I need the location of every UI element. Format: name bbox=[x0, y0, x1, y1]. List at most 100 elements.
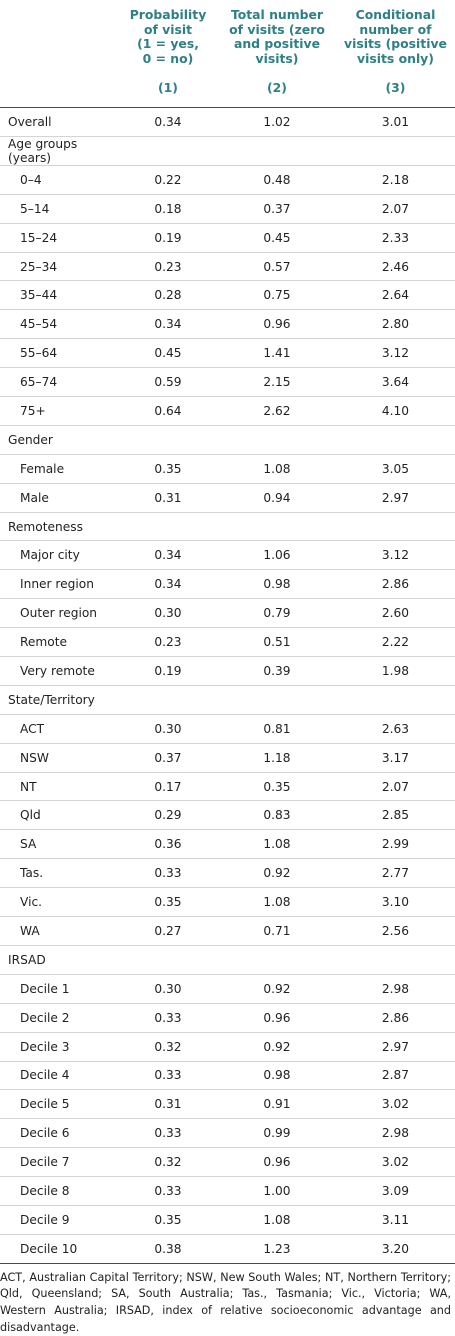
header-conditional-visits: Conditional number of visits (positive v… bbox=[344, 7, 447, 66]
row-value-col3 bbox=[336, 685, 455, 715]
row-value-col3: 2.07 bbox=[336, 772, 455, 802]
table-row: 65–74 0.59 2.15 3.64 bbox=[0, 367, 455, 398]
row-value-col3: 2.87 bbox=[336, 1061, 455, 1091]
table-row: IRSAD bbox=[0, 945, 455, 975]
table-row: Decile 9 0.35 1.08 3.11 bbox=[0, 1205, 455, 1235]
row-value-col1: 0.30 bbox=[118, 598, 218, 629]
row-label: State/Territory bbox=[0, 685, 118, 715]
row-value-col1: 0.30 bbox=[118, 714, 218, 744]
row-value-col2: 1.02 bbox=[218, 107, 336, 137]
row-value-col1 bbox=[118, 512, 218, 542]
row-value-col3: 2.63 bbox=[336, 714, 455, 744]
row-label: Decile 6 bbox=[0, 1118, 118, 1149]
row-value-col1: 0.38 bbox=[118, 1234, 218, 1264]
row-value-col3: 2.64 bbox=[336, 280, 455, 311]
row-value-col1: 0.34 bbox=[118, 540, 218, 571]
row-label: ACT bbox=[0, 714, 118, 744]
row-label: Outer region bbox=[0, 598, 118, 629]
data-table: Probability of visit (1 = yes, 0 = no) T… bbox=[0, 0, 455, 1264]
row-value-col1: 0.32 bbox=[118, 1147, 218, 1178]
table-footnote: ACT, Australian Capital Territory; NSW, … bbox=[0, 1270, 451, 1334]
table-row: SA 0.36 1.08 2.99 bbox=[0, 829, 455, 860]
column-number-1: (1) bbox=[118, 78, 218, 108]
row-value-col1: 0.23 bbox=[118, 627, 218, 658]
row-value-col2: 1.08 bbox=[218, 454, 336, 484]
row-value-col1: 0.35 bbox=[118, 887, 218, 918]
row-label: Major city bbox=[0, 540, 118, 571]
table-row: 5–14 0.18 0.37 2.07 bbox=[0, 194, 455, 224]
row-value-col1: 0.34 bbox=[118, 309, 218, 340]
row-label: 5–14 bbox=[0, 194, 118, 224]
row-value-col3: 3.09 bbox=[336, 1176, 455, 1206]
header-probability: Probability of visit (1 = yes, 0 = no) bbox=[129, 7, 207, 66]
row-label: 75+ bbox=[0, 396, 118, 426]
row-label: Overall bbox=[0, 107, 118, 137]
row-value-col2: 0.99 bbox=[218, 1118, 336, 1149]
row-value-col3: 3.05 bbox=[336, 454, 455, 484]
row-value-col3: 2.98 bbox=[336, 1118, 455, 1149]
table-row: Qld 0.29 0.83 2.85 bbox=[0, 800, 455, 831]
column-number-blank bbox=[0, 78, 118, 108]
row-value-col3: 2.97 bbox=[336, 483, 455, 513]
table-row: NSW 0.37 1.18 3.17 bbox=[0, 743, 455, 773]
table-row: Remote 0.23 0.51 2.22 bbox=[0, 627, 455, 658]
row-value-col3: 3.12 bbox=[336, 338, 455, 369]
row-label: Age groups (years) bbox=[0, 136, 118, 166]
table-row: Remoteness bbox=[0, 512, 455, 542]
row-value-col1: 0.64 bbox=[118, 396, 218, 426]
table-row: Gender bbox=[0, 425, 455, 455]
table-row: State/Territory bbox=[0, 685, 455, 715]
row-value-col1: 0.19 bbox=[118, 223, 218, 253]
table-row: Outer region 0.30 0.79 2.60 bbox=[0, 598, 455, 629]
row-value-col3: 1.98 bbox=[336, 656, 455, 686]
table-row: Decile 10 0.38 1.23 3.20 bbox=[0, 1234, 455, 1264]
row-value-col1: 0.29 bbox=[118, 800, 218, 831]
row-value-col2 bbox=[218, 512, 336, 542]
row-value-col1: 0.22 bbox=[118, 165, 218, 195]
row-label: NT bbox=[0, 772, 118, 802]
row-value-col3: 3.01 bbox=[336, 107, 455, 137]
header-cell-blank bbox=[0, 0, 118, 78]
row-value-col2 bbox=[218, 425, 336, 455]
row-label: 45–54 bbox=[0, 309, 118, 340]
row-value-col1: 0.33 bbox=[118, 1176, 218, 1206]
table-row: 15–24 0.19 0.45 2.33 bbox=[0, 223, 455, 253]
row-value-col1: 0.37 bbox=[118, 743, 218, 773]
table-row: NT 0.17 0.35 2.07 bbox=[0, 772, 455, 802]
row-label: Vic. bbox=[0, 887, 118, 918]
table-row: Male 0.31 0.94 2.97 bbox=[0, 483, 455, 513]
row-value-col3: 2.86 bbox=[336, 1003, 455, 1033]
table-row: Decile 5 0.31 0.91 3.02 bbox=[0, 1089, 455, 1120]
row-value-col1 bbox=[118, 685, 218, 715]
row-value-col3: 2.46 bbox=[336, 252, 455, 282]
row-value-col2: 0.94 bbox=[218, 483, 336, 513]
row-value-col3: 2.98 bbox=[336, 974, 455, 1004]
row-value-col1: 0.33 bbox=[118, 1118, 218, 1149]
row-value-col1: 0.36 bbox=[118, 829, 218, 860]
header-row: Probability of visit (1 = yes, 0 = no) T… bbox=[0, 0, 455, 78]
row-value-col3: 2.97 bbox=[336, 1032, 455, 1062]
row-value-col2: 0.51 bbox=[218, 627, 336, 658]
row-label: Decile 8 bbox=[0, 1176, 118, 1206]
row-value-col3: 3.10 bbox=[336, 887, 455, 918]
table-row: Vic. 0.35 1.08 3.10 bbox=[0, 887, 455, 918]
row-value-col1: 0.35 bbox=[118, 1205, 218, 1235]
row-label: Tas. bbox=[0, 858, 118, 889]
row-value-col2: 2.15 bbox=[218, 367, 336, 398]
column-number-3: (3) bbox=[336, 78, 455, 108]
row-value-col3: 2.85 bbox=[336, 800, 455, 831]
row-value-col3: 2.22 bbox=[336, 627, 455, 658]
row-value-col3 bbox=[336, 136, 455, 166]
row-label: 0–4 bbox=[0, 165, 118, 195]
row-value-col3: 3.17 bbox=[336, 743, 455, 773]
row-label: Decile 7 bbox=[0, 1147, 118, 1178]
row-label: Decile 10 bbox=[0, 1234, 118, 1264]
table-row: Major city 0.34 1.06 3.12 bbox=[0, 540, 455, 571]
row-value-col1: 0.33 bbox=[118, 1003, 218, 1033]
row-value-col3: 3.11 bbox=[336, 1205, 455, 1235]
row-value-col3: 2.77 bbox=[336, 858, 455, 889]
row-value-col2 bbox=[218, 136, 336, 166]
row-value-col3 bbox=[336, 512, 455, 542]
row-value-col3: 2.07 bbox=[336, 194, 455, 224]
